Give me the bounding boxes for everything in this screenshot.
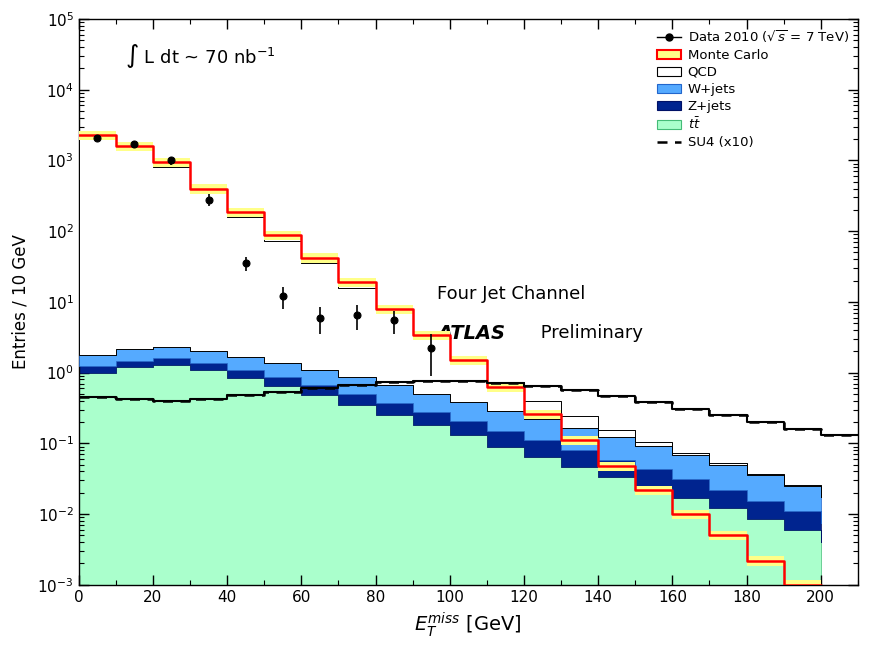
Text: ATLAS: ATLAS: [437, 324, 505, 343]
Text: Four Jet Channel: Four Jet Channel: [437, 285, 586, 303]
X-axis label: $E_{T}^{miss}$ [GeV]: $E_{T}^{miss}$ [GeV]: [415, 610, 522, 639]
Y-axis label: Entries / 10 GeV: Entries / 10 GeV: [11, 235, 29, 369]
Text: Preliminary: Preliminary: [534, 324, 642, 343]
Text: $\int$ L dt ~ 70 nb$^{-1}$: $\int$ L dt ~ 70 nb$^{-1}$: [125, 42, 276, 70]
Legend: Data 2010 ($\sqrt{s}$ = 7 TeV), Monte Carlo, QCD, W+jets, Z+jets, $t\bar{t}$, SU: Data 2010 ($\sqrt{s}$ = 7 TeV), Monte Ca…: [654, 25, 852, 152]
